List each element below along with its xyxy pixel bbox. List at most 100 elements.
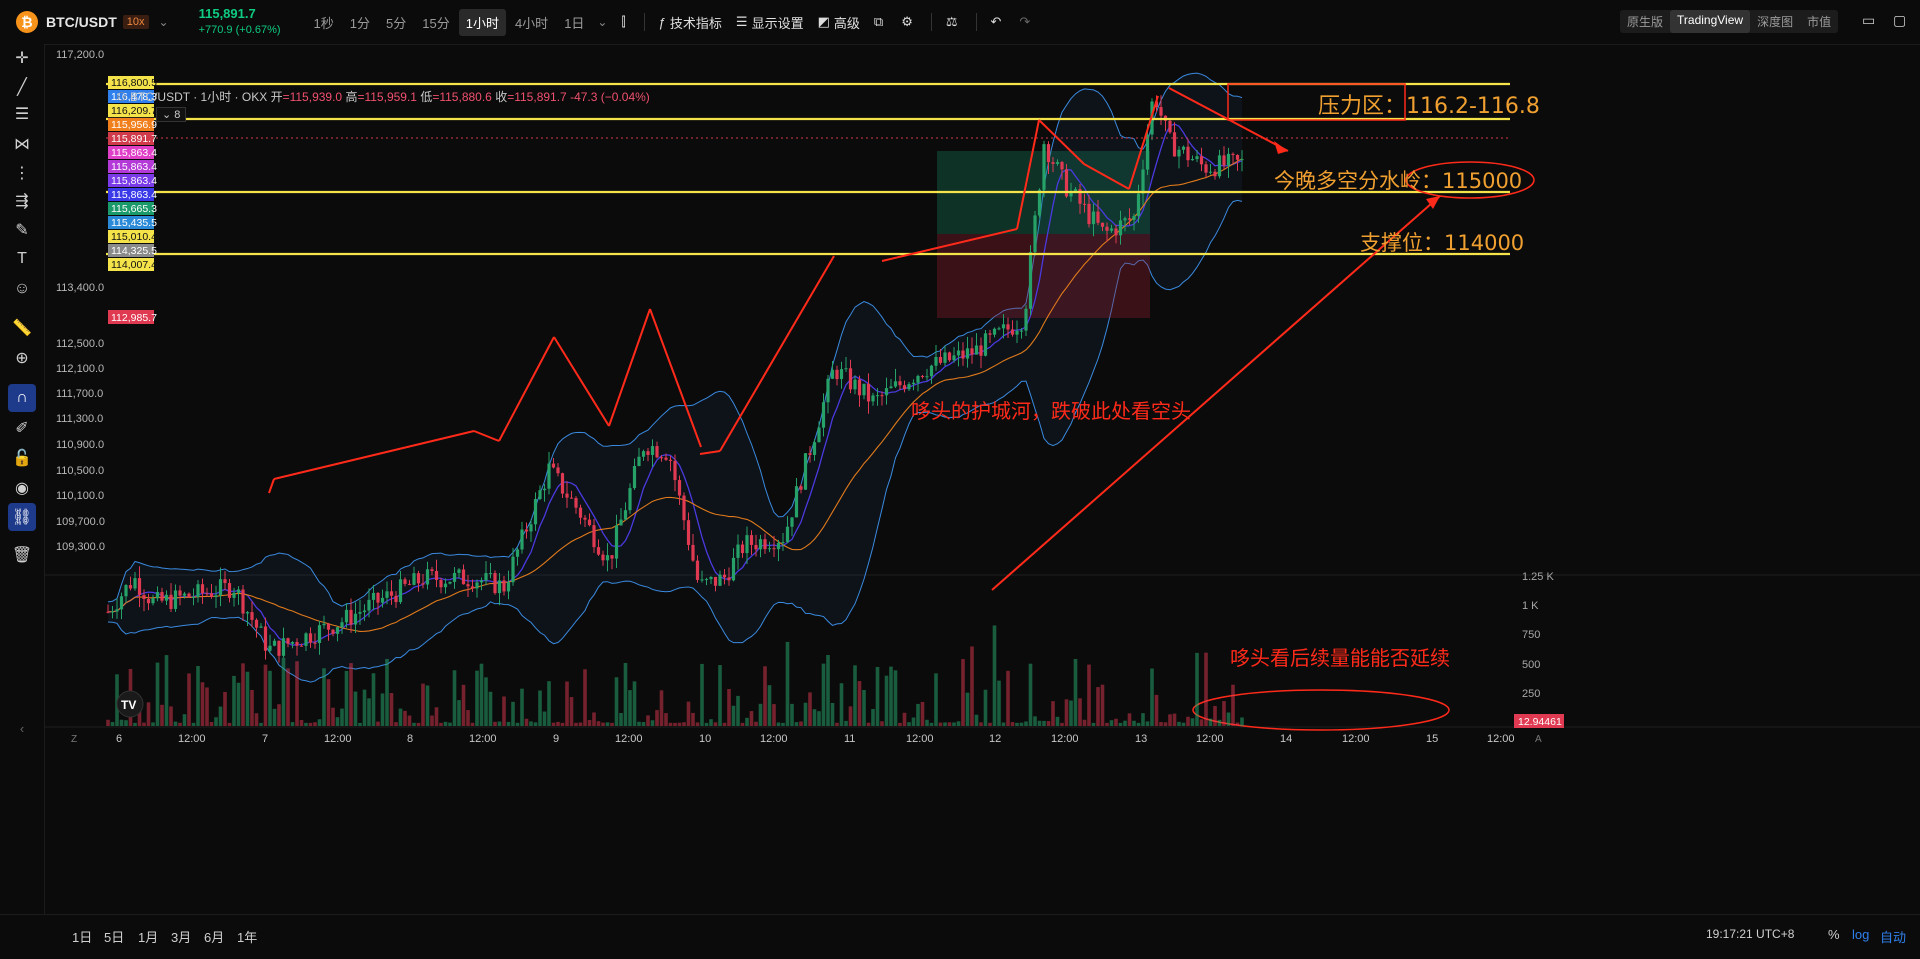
view-option-2[interactable]: 深度图 — [1757, 15, 1794, 29]
magnet-icon[interactable]: ∩ — [8, 384, 36, 412]
bollinger-upper — [107, 72, 1243, 607]
settings-button[interactable]: ⚙ — [901, 14, 917, 30]
volume-bar — [952, 722, 956, 726]
volume-bar — [902, 712, 907, 726]
trend-annotation-line — [991, 195, 1441, 591]
candle-body — [574, 498, 578, 508]
volume-bar — [817, 711, 821, 726]
timeframe-1[interactable]: 1分 — [349, 15, 371, 31]
volume-bar — [362, 689, 367, 726]
range-1d[interactable]: 1日 — [72, 930, 93, 945]
timeframe-3[interactable]: 15分 — [422, 15, 450, 31]
percent-toggle[interactable]: % — [1828, 927, 1840, 942]
candle-body — [673, 460, 677, 481]
redo-button[interactable]: ↷ — [1019, 14, 1034, 30]
candle-body — [659, 457, 664, 459]
clock[interactable]: 19:17:21 UTC+8 — [1706, 927, 1795, 941]
display-settings-button[interactable]: ☰ 显示设置 — [736, 13, 804, 32]
candle-body — [974, 345, 979, 355]
candle-body — [466, 584, 470, 587]
volume-bar — [583, 669, 587, 726]
channel-icon[interactable]: ⇶ — [15, 193, 29, 210]
fullscreen-icon[interactable]: ▭ — [1862, 12, 1876, 28]
legend-close-label: 收 — [495, 90, 508, 104]
brush-icon[interactable]: ✎ — [15, 222, 29, 239]
candle-body — [943, 352, 947, 363]
symbol-name[interactable]: BTC/USDT — [46, 14, 117, 30]
crosshair-icon[interactable]: ✛ — [15, 50, 29, 67]
ruler-icon[interactable]: 📏 — [12, 320, 32, 337]
volume-bar — [232, 675, 236, 726]
window-icon[interactable]: ▢ — [1893, 12, 1907, 28]
volume-bar — [124, 720, 128, 726]
view-option-3[interactable]: 市值 — [1807, 15, 1832, 29]
pencil-lock-icon[interactable]: ✐ — [15, 420, 29, 437]
timeframe-more-icon[interactable]: ⌄ — [597, 15, 608, 29]
emoji-icon[interactable]: ☺ — [13, 280, 31, 297]
timeframe-5[interactable]: 4小时 — [514, 15, 549, 31]
trend-annotation-line — [649, 308, 702, 448]
candle-body — [313, 642, 317, 644]
undo-button[interactable]: ↶ — [991, 14, 1006, 30]
candle-body — [565, 493, 569, 498]
range-1y[interactable]: 1年 — [237, 930, 258, 945]
undo-icon: ↶ — [990, 14, 1002, 29]
candle-body — [1015, 330, 1019, 335]
trend-annotation-line — [1128, 95, 1159, 190]
view-option-1[interactable]: TradingView — [1670, 10, 1751, 33]
timeframe-4[interactable]: 1小时 — [458, 8, 506, 36]
chart-type-button[interactable]: ⫿ — [621, 14, 629, 30]
pivot-label: 今晚多空分水岭：115000 — [1274, 169, 1522, 193]
view-option-0[interactable]: 原生版 — [1627, 15, 1664, 29]
candle-body — [344, 609, 349, 623]
range-3m[interactable]: 3月 — [171, 930, 192, 945]
volume-bar — [1145, 721, 1150, 726]
timeframe-0[interactable]: 1秒 — [313, 15, 334, 31]
time-axis-label: 10 — [699, 733, 711, 745]
candle-body — [1222, 155, 1226, 166]
candle-body — [718, 574, 722, 586]
log-toggle[interactable]: log — [1852, 927, 1870, 942]
horizontal-lines-icon[interactable]: ☰ — [14, 106, 30, 123]
chevron-down-icon[interactable]: ⌄ — [158, 15, 169, 29]
candle-body — [1024, 308, 1028, 331]
candle-body — [425, 569, 430, 585]
volume-bar — [740, 722, 745, 726]
auto-toggle[interactable]: 自动 — [1880, 930, 1907, 945]
screenshot-button[interactable]: ⧉ — [874, 14, 887, 30]
time-axis-label: 8 — [407, 733, 413, 745]
time-axis-label: 9 — [553, 733, 559, 745]
range-5d[interactable]: 5日 — [104, 930, 125, 945]
candle-body — [1186, 146, 1190, 161]
volume-bar — [1042, 720, 1046, 726]
advanced-button[interactable]: ◩ 高级 — [818, 13, 860, 32]
range-1m[interactable]: 1月 — [138, 930, 159, 945]
timeframe-2[interactable]: 5分 — [386, 15, 407, 31]
range-6m[interactable]: 6月 — [204, 930, 225, 945]
zoom-icon[interactable]: ⊕ — [15, 350, 29, 367]
trash-icon[interactable]: 🗑 — [11, 547, 33, 564]
text-icon[interactable]: T — [17, 250, 27, 267]
candle-body — [421, 583, 425, 585]
trend-annotation-line — [268, 478, 275, 494]
lock-icon[interactable]: 🔓 — [12, 450, 32, 467]
eye-icon[interactable]: ◉ — [15, 480, 29, 497]
candle-body — [677, 480, 682, 496]
chart-canvas[interactable]: 压力区：116.2-116.8 今晚多空分水岭：115000 支撑位：114000 哆… — [44, 44, 1920, 914]
candle-body — [1046, 144, 1051, 163]
collapse-icon[interactable]: ‹ — [19, 720, 25, 736]
candle-body — [1010, 329, 1015, 335]
camera-icon: ⧉ — [873, 14, 884, 29]
fib-icon[interactable]: ⋮ — [14, 165, 30, 182]
candle-body — [241, 589, 245, 614]
compare-button[interactable]: ⚖ — [946, 14, 962, 30]
trendline-icon[interactable]: ╱ — [17, 79, 27, 96]
candle-body — [115, 609, 119, 612]
pattern-icon[interactable]: ⋈ — [14, 136, 30, 153]
link-icon[interactable]: ⛓ — [8, 503, 36, 531]
volume-bar — [1001, 722, 1006, 726]
indicator-toggle[interactable]: ⌄ 8 — [156, 107, 187, 122]
chart-area[interactable]: 压力区：116.2-116.8 今晚多空分水岭：115000 支撑位：114000 哆… — [44, 44, 1920, 914]
indicators-button[interactable]: ƒ 技术指标 — [659, 13, 722, 32]
timeframe-6[interactable]: 1日 — [564, 15, 585, 31]
